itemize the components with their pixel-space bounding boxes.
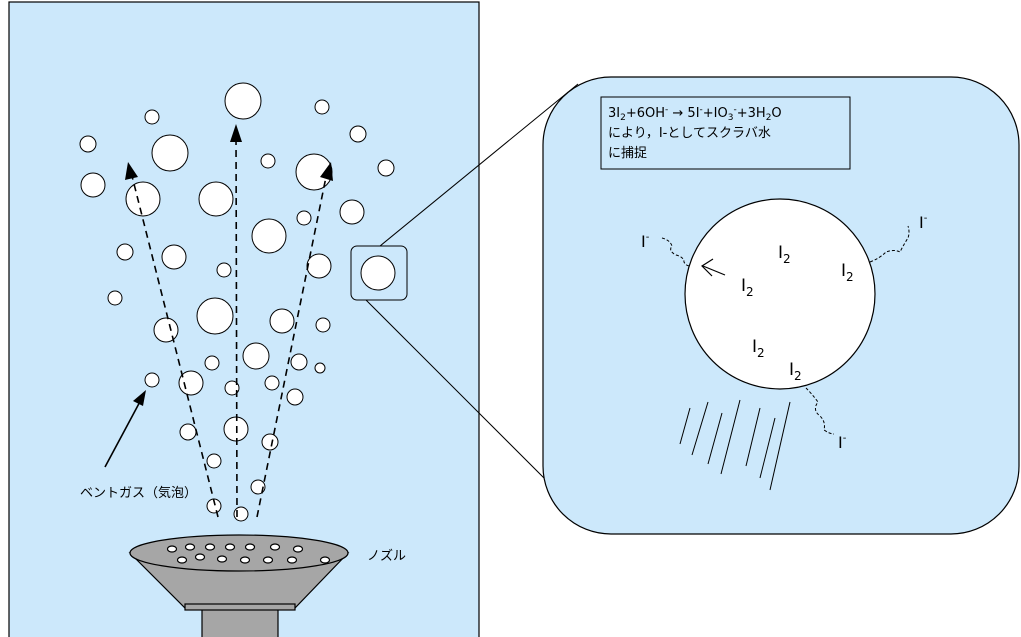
nozzle-hole bbox=[262, 556, 274, 564]
nozzle-hole bbox=[216, 555, 228, 563]
gas-bubble bbox=[224, 380, 240, 396]
iodine-molecule-label: I2 bbox=[778, 243, 791, 266]
zoom-connector-top bbox=[379, 83, 579, 247]
arrowhead-left bbox=[125, 162, 138, 180]
gas-bubble bbox=[339, 199, 365, 225]
reaction-equation: 3I2+6OH- → 5I-+IO3-+3H2O bbox=[608, 105, 782, 123]
iodine-molecule-label: I2 bbox=[741, 276, 754, 299]
vent-gas-pointer-head bbox=[133, 390, 146, 406]
gas-bubble bbox=[144, 372, 160, 388]
nozzle-hole bbox=[166, 545, 178, 553]
vent-gas-pointer bbox=[104, 395, 144, 468]
iodide-paths bbox=[661, 225, 910, 435]
gas-bubble bbox=[260, 153, 276, 169]
nozzle-hole bbox=[239, 556, 251, 564]
gas-bubble bbox=[233, 506, 249, 522]
gas-bubble bbox=[153, 317, 179, 343]
gas-bubble bbox=[377, 159, 395, 177]
gas-bubble bbox=[296, 210, 312, 226]
gas-bubble bbox=[144, 109, 160, 125]
arrowhead-center bbox=[230, 124, 242, 142]
nozzle-hole bbox=[204, 543, 216, 551]
iodide-label-upper-right: I- bbox=[919, 213, 928, 232]
nozzle-label: ノズル bbox=[367, 548, 406, 564]
reaction-box bbox=[600, 96, 851, 170]
gas-bubble bbox=[250, 479, 266, 495]
iodide-label-left: I- bbox=[641, 232, 650, 251]
gas-bubble bbox=[261, 433, 279, 451]
water-hatch-marks bbox=[679, 399, 791, 491]
gas-bubble bbox=[269, 308, 295, 334]
gas-bubble bbox=[179, 423, 197, 441]
flow-arrow-center bbox=[235, 131, 238, 518]
arrowhead-right bbox=[320, 162, 333, 181]
flow-arrows bbox=[130, 131, 328, 518]
nozzle-hole bbox=[224, 543, 236, 551]
iodide-release-arrowhead bbox=[701, 258, 714, 277]
nozzle-hole bbox=[176, 556, 188, 564]
iodide-path-upper-right bbox=[869, 225, 910, 263]
nozzle-hole bbox=[269, 543, 281, 551]
zoom-selected-bubble bbox=[360, 255, 396, 291]
gas-bubble bbox=[196, 297, 234, 335]
gas-bubble bbox=[264, 375, 280, 391]
nozzle-hole bbox=[292, 545, 304, 553]
gas-bubble bbox=[79, 135, 97, 153]
flow-arrow-right bbox=[256, 171, 328, 518]
nozzle-hole bbox=[184, 543, 196, 551]
gas-bubble bbox=[204, 355, 220, 371]
iodine-molecule-label: I2 bbox=[752, 337, 765, 360]
nozzle-mouth bbox=[129, 534, 349, 572]
gas-bubble bbox=[315, 317, 331, 333]
nozzle-neck bbox=[184, 603, 296, 611]
gas-bubble bbox=[216, 262, 232, 278]
magnified-bubble bbox=[684, 198, 876, 390]
gas-bubble bbox=[224, 82, 262, 120]
flow-arrowheads bbox=[125, 124, 333, 181]
nozzle-hole bbox=[319, 556, 331, 564]
bubble-group bbox=[79, 82, 395, 522]
gas-bubble bbox=[80, 172, 106, 198]
gas-bubble bbox=[206, 453, 222, 469]
gas-bubble bbox=[349, 125, 367, 143]
reaction-text-line3: に捕捉 bbox=[608, 145, 647, 161]
gas-bubble bbox=[151, 134, 189, 172]
gas-bubble bbox=[116, 243, 134, 261]
gas-bubble bbox=[286, 388, 304, 406]
nozzle-hole bbox=[286, 556, 298, 564]
nozzle bbox=[128, 534, 350, 637]
gas-bubble bbox=[125, 181, 161, 217]
gas-bubble bbox=[161, 244, 187, 270]
nozzle-hole bbox=[244, 543, 256, 551]
gas-bubble bbox=[107, 290, 123, 306]
gas-bubble bbox=[242, 342, 270, 370]
iodine-molecules: I2 I2 I2 I2 I2 bbox=[741, 243, 854, 383]
gas-bubble bbox=[314, 362, 326, 374]
gas-bubble bbox=[290, 353, 308, 371]
iodide-release-arrow bbox=[702, 265, 726, 276]
vent-gas-label: ベントガス（気泡） bbox=[80, 485, 197, 501]
gas-bubble bbox=[198, 181, 234, 217]
nozzle-hole bbox=[194, 553, 206, 561]
gas-bubble bbox=[314, 99, 330, 115]
gas-bubble bbox=[306, 253, 332, 279]
iodide-label-lower-right: I- bbox=[838, 433, 847, 452]
reaction-text-line2: により，I-としてスクラバ水 bbox=[608, 126, 771, 141]
gas-bubble bbox=[251, 218, 287, 254]
iodine-molecule-label: I2 bbox=[841, 261, 854, 284]
iodine-molecule-label: I2 bbox=[789, 360, 802, 383]
zoom-connector-bottom bbox=[365, 299, 564, 498]
nozzle-holes bbox=[166, 543, 331, 564]
